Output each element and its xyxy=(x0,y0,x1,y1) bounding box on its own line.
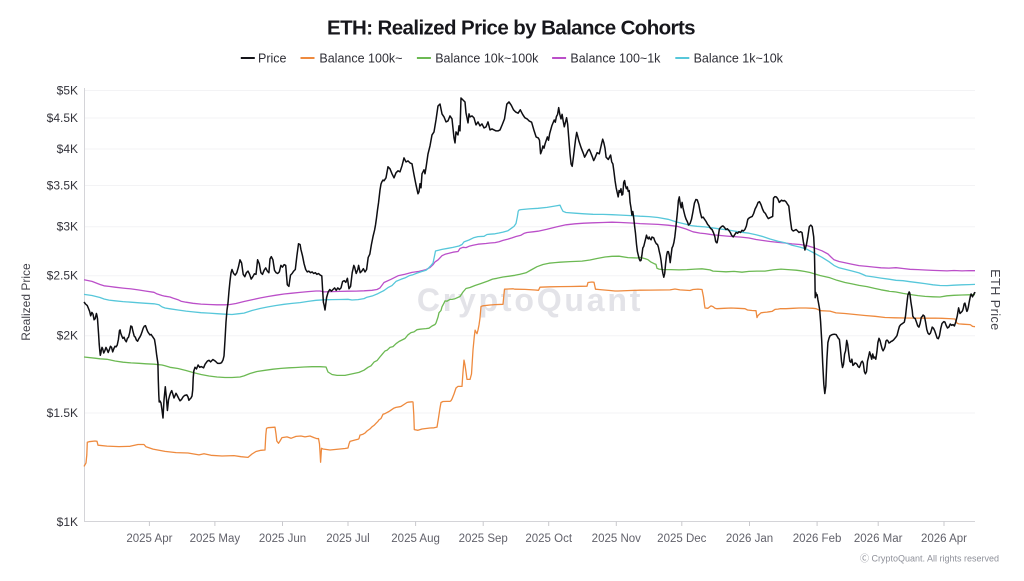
svg-text:$1K: $1K xyxy=(57,515,78,529)
svg-text:2025 Sep: 2025 Sep xyxy=(459,533,508,545)
svg-text:2025 Nov: 2025 Nov xyxy=(592,533,641,545)
svg-text:$4.5K: $4.5K xyxy=(47,111,78,125)
svg-text:Realized Price: Realized Price xyxy=(19,263,33,341)
svg-text:Balance 10k~100k: Balance 10k~100k xyxy=(435,52,539,66)
svg-text:2026 Feb: 2026 Feb xyxy=(793,533,842,545)
svg-text:ETH Price: ETH Price xyxy=(988,269,1002,330)
svg-text:Price: Price xyxy=(258,52,287,66)
svg-text:2025 May: 2025 May xyxy=(190,533,241,545)
svg-text:2026 Apr: 2026 Apr xyxy=(921,533,967,545)
svg-text:2025 Dec: 2025 Dec xyxy=(657,533,706,545)
svg-text:2026 Mar: 2026 Mar xyxy=(854,533,903,545)
svg-text:$3K: $3K xyxy=(57,220,78,234)
svg-text:$3.5K: $3.5K xyxy=(47,179,78,193)
svg-text:$1.5K: $1.5K xyxy=(47,406,78,420)
svg-text:2025 Oct: 2025 Oct xyxy=(525,533,572,545)
svg-text:Balance 100k~: Balance 100k~ xyxy=(319,52,402,66)
svg-text:CryptoQuant: CryptoQuant xyxy=(417,282,643,318)
svg-text:2025 Apr: 2025 Apr xyxy=(126,533,172,545)
svg-text:Balance 100~1k: Balance 100~1k xyxy=(570,52,661,66)
svg-text:$5K: $5K xyxy=(57,84,78,98)
svg-text:2026 Jan: 2026 Jan xyxy=(726,533,773,545)
svg-text:2025 Jun: 2025 Jun xyxy=(259,533,306,545)
svg-text:$2K: $2K xyxy=(57,329,78,343)
svg-text:ETH: Realized Price by Balance: ETH: Realized Price by Balance Cohorts xyxy=(327,17,695,40)
svg-text:Balance 1k~10k: Balance 1k~10k xyxy=(694,52,784,66)
svg-text:$4K: $4K xyxy=(57,142,78,156)
svg-text:$2.5K: $2.5K xyxy=(47,269,78,283)
svg-text:2025 Jul: 2025 Jul xyxy=(326,533,369,545)
svg-text:2025 Aug: 2025 Aug xyxy=(391,533,440,545)
svg-text:Ⓒ CryptoQuant. All rights rese: Ⓒ CryptoQuant. All rights reserved xyxy=(860,554,999,564)
